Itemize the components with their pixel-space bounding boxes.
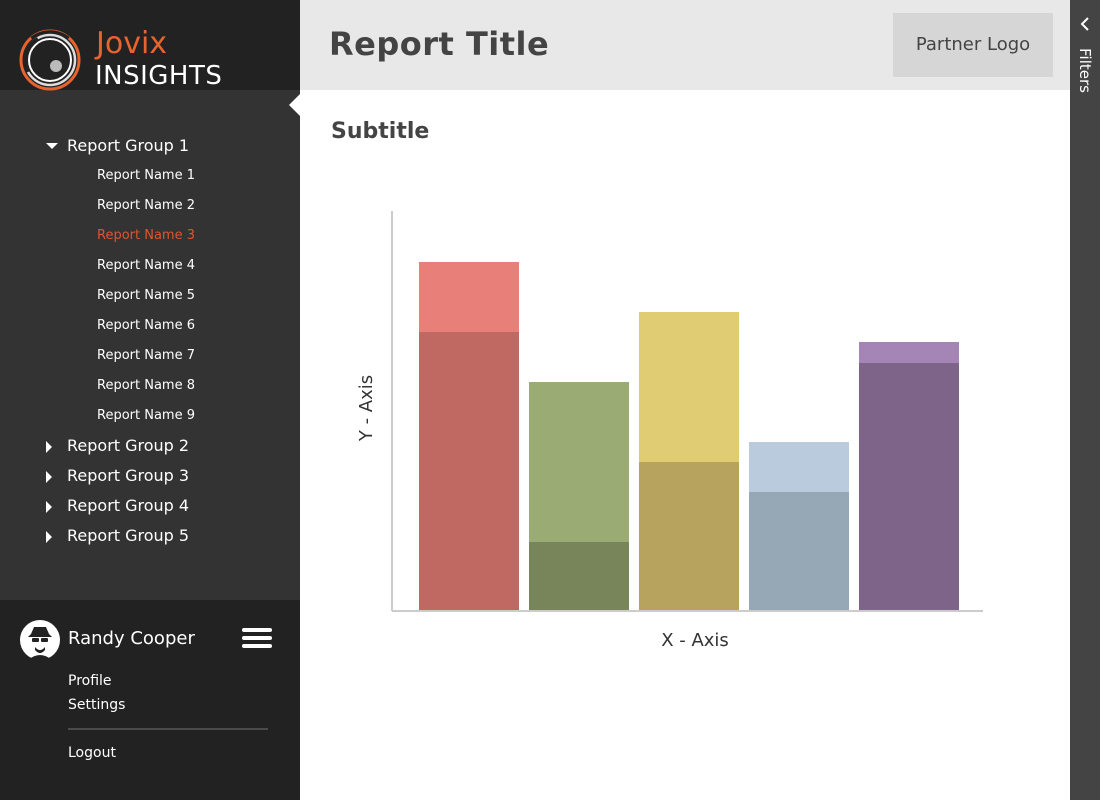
- report-group[interactable]: Report Group 1: [0, 131, 300, 161]
- caret-right-icon: [46, 471, 52, 483]
- user-name: Randy Cooper: [68, 628, 195, 649]
- chevron-left-icon: [1080, 17, 1089, 31]
- report-item-active[interactable]: Report Name 3: [0, 221, 300, 251]
- caret-right-icon: [46, 531, 52, 543]
- report-group-label: Report Group 4: [67, 496, 190, 515]
- report-group-label: Report Group 2: [67, 436, 190, 455]
- bar-5-segment-1[interactable]: [859, 363, 959, 611]
- page-header: Report Title Partner Logo: [300, 0, 1070, 90]
- report-item[interactable]: Report Name 4: [0, 251, 300, 281]
- report-item[interactable]: Report Name 9: [0, 401, 300, 431]
- user-menu-divider: [68, 728, 268, 730]
- report-group-label: Report Group 5: [67, 526, 190, 545]
- page-title: Report Title: [329, 25, 550, 63]
- partner-logo: Partner Logo: [893, 13, 1053, 77]
- caret-down-icon: [46, 143, 58, 149]
- report-item[interactable]: Report Name 6: [0, 311, 300, 341]
- report-list: Report Name 1 Report Name 2 Report Name 3 R…: [0, 161, 300, 431]
- sidebar: Jovix INSIGHTS Report Group 1 Report Name…: [0, 0, 300, 800]
- settings-link[interactable]: Settings: [68, 697, 126, 713]
- y-axis-label: Y - Axis: [356, 375, 377, 442]
- report-item-label: Report Name 4: [97, 258, 195, 273]
- report-item[interactable]: Report Name 8: [0, 371, 300, 401]
- bar-chart: X - Axis Y - Axis: [356, 211, 983, 651]
- report-item-label: Report Name 2: [97, 198, 195, 213]
- filters-panel-toggle[interactable]: Filters: [1070, 0, 1100, 800]
- logout-link[interactable]: Logout: [68, 745, 116, 761]
- report-group[interactable]: Report Group 3: [0, 461, 300, 491]
- report-group[interactable]: Report Group 4: [0, 491, 300, 521]
- bar-2-segment-2[interactable]: [529, 382, 629, 542]
- report-item-label: Report Name 9: [97, 408, 195, 423]
- page-subtitle: Subtitle: [331, 119, 430, 144]
- profile-link[interactable]: Profile: [68, 673, 112, 689]
- caret-right-icon: [46, 501, 52, 513]
- bar-4-segment-2[interactable]: [749, 442, 849, 492]
- report-item-label: Report Name 6: [97, 318, 195, 333]
- report-item[interactable]: Report Name 5: [0, 281, 300, 311]
- bar-3-segment-1[interactable]: [639, 462, 739, 611]
- report-item[interactable]: Report Name 2: [0, 191, 300, 221]
- bar-3-segment-2[interactable]: [639, 312, 739, 462]
- report-group[interactable]: Report Group 5: [0, 521, 300, 551]
- bar-4-segment-1[interactable]: [749, 492, 849, 611]
- report-item-label: Report Name 7: [97, 348, 195, 363]
- bar-5-segment-2[interactable]: [859, 342, 959, 363]
- jovix-logo-icon: [19, 29, 81, 91]
- report-group[interactable]: Report Group 2: [0, 431, 300, 461]
- bar-1-segment-1[interactable]: [419, 332, 519, 611]
- hamburger-menu-icon[interactable]: [242, 628, 272, 652]
- brand-header: Jovix INSIGHTS: [0, 0, 300, 91]
- report-group-label: Report Group 3: [67, 466, 190, 485]
- filters-label: Filters: [1076, 48, 1094, 93]
- bar-2-segment-1[interactable]: [529, 542, 629, 611]
- bar-1-segment-2[interactable]: [419, 262, 519, 332]
- user-panel: Randy Cooper Profile Settings Logout: [0, 600, 300, 800]
- report-item[interactable]: Report Name 1: [0, 161, 300, 191]
- avatar[interactable]: [20, 620, 60, 660]
- report-group-label: Report Group 1: [67, 136, 190, 155]
- brand-name: Jovix: [96, 26, 168, 61]
- report-nav: Report Group 1 Report Name 1 Report Name 2…: [0, 131, 300, 551]
- brand-subname: INSIGHTS: [95, 61, 223, 91]
- x-axis-label: X - Axis: [661, 630, 729, 651]
- report-item[interactable]: Report Name 7: [0, 341, 300, 371]
- caret-right-icon: [46, 441, 52, 453]
- report-item-label: Report Name 3: [97, 228, 195, 243]
- report-item-label: Report Name 8: [97, 378, 195, 393]
- active-report-marker: [289, 94, 300, 116]
- report-item-label: Report Name 1: [97, 168, 195, 183]
- report-item-label: Report Name 5: [97, 288, 195, 303]
